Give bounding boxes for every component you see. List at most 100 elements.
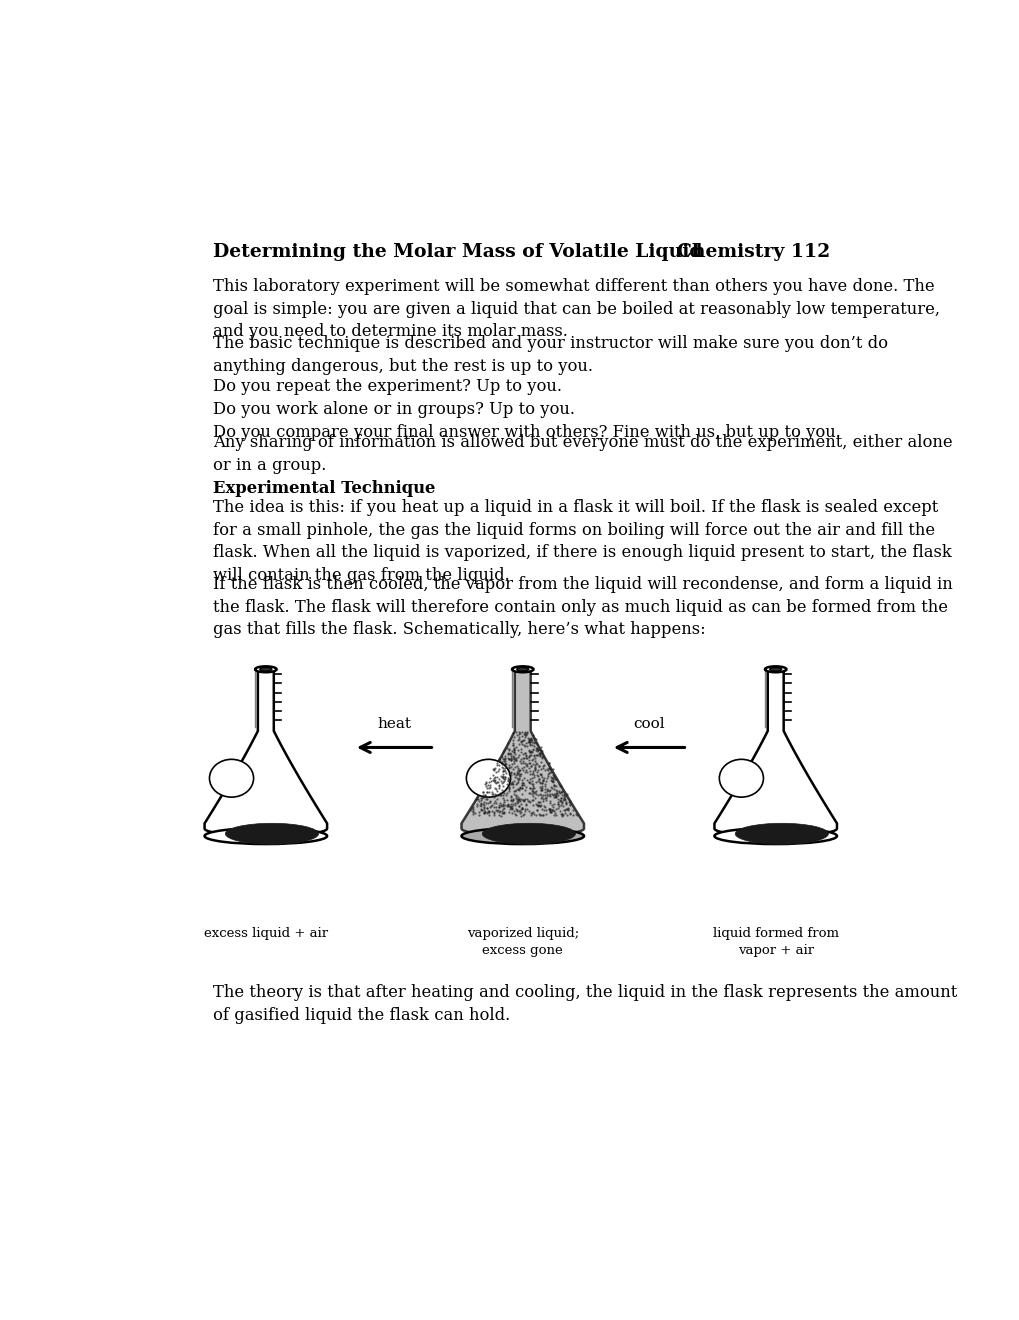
Point [499,795,516,816]
Point [475,797,491,818]
Point [469,795,485,816]
Point [487,762,503,783]
Point [531,795,547,816]
Point [505,780,522,801]
Point [544,800,560,821]
Point [514,772,530,793]
Point [520,741,536,762]
Point [500,754,517,775]
Point [531,744,547,766]
Point [530,768,546,789]
Point [523,755,539,776]
Point [485,760,501,781]
Point [476,801,492,822]
Point [476,795,492,816]
Point [552,795,569,816]
Point [511,744,527,766]
Point [503,754,520,775]
Point [529,795,545,816]
Point [519,737,535,758]
Point [515,791,531,812]
Point [542,801,558,822]
Point [565,800,581,821]
Point [531,742,547,763]
Point [531,783,547,804]
Point [544,768,560,789]
Point [531,763,547,784]
Point [500,777,517,799]
Point [522,752,538,774]
Point [510,788,526,809]
Point [524,739,540,760]
Point [505,792,522,813]
Point [530,795,546,816]
Point [476,784,492,805]
Point [532,764,548,785]
Point [472,789,488,810]
Point [481,800,497,821]
Point [529,800,545,821]
Point [502,774,519,795]
Point [547,785,564,807]
Point [515,743,531,764]
Point [552,776,569,797]
Point [531,796,547,817]
Point [522,791,538,812]
Point [472,800,488,821]
Point [542,758,558,779]
Point [512,803,528,824]
Point [486,804,502,825]
Point [522,755,538,776]
Point [491,783,507,804]
Point [490,777,506,799]
Point [557,793,574,814]
Point [470,804,486,825]
Point [522,731,538,752]
Point [523,789,539,810]
Point [506,748,523,770]
Point [485,768,501,789]
Point [521,768,537,789]
Point [507,747,524,768]
Point [527,752,543,774]
Point [500,748,517,770]
Point [485,771,501,792]
Point [469,793,485,814]
Point [499,743,516,764]
Point [507,799,524,820]
Point [472,793,488,814]
Point [536,788,552,809]
Point [529,766,545,787]
Point [480,781,496,803]
Point [488,801,504,822]
Point [534,747,550,768]
Point [465,804,481,825]
Point [511,777,527,799]
Point [512,731,528,752]
Point [532,739,548,760]
Point [507,774,524,795]
Point [504,783,521,804]
Point [524,763,540,784]
Point [533,787,549,808]
Point [491,750,507,771]
Point [543,795,559,816]
Point [474,781,490,803]
Ellipse shape [735,824,827,845]
Point [505,742,522,763]
Point [483,781,499,803]
Point [502,763,519,784]
Point [495,748,512,770]
Point [524,801,540,822]
Point [518,755,534,776]
Point [525,744,541,766]
Point [514,733,530,754]
Point [540,752,556,774]
Point [510,763,526,784]
Point [513,752,529,774]
Point [512,722,528,743]
Point [518,722,534,743]
Point [519,791,535,812]
Point [516,762,532,783]
Point [556,800,573,821]
